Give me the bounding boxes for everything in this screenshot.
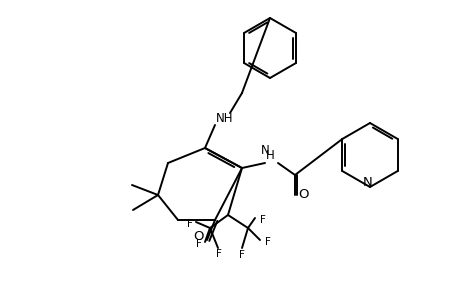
Text: N: N [260,143,269,157]
Text: H: H [265,148,274,161]
Text: F: F [216,249,221,259]
Text: F: F [239,250,244,260]
Text: N: N [362,176,372,188]
Text: F: F [187,219,192,229]
Text: NH: NH [216,112,233,124]
Text: F: F [264,237,270,247]
Text: O: O [298,188,308,200]
Text: F: F [259,215,265,225]
Text: F: F [196,239,202,249]
Text: O: O [193,230,204,244]
